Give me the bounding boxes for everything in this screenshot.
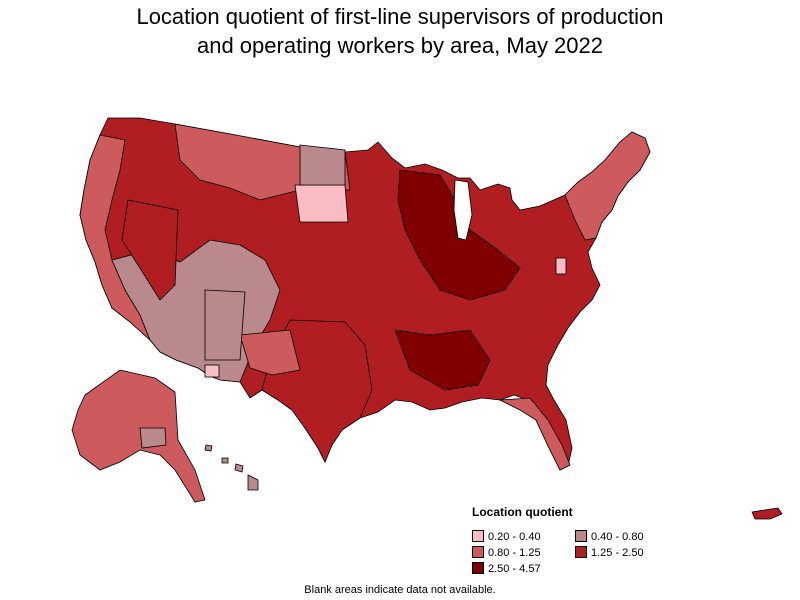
hawaii-oahu — [221, 457, 229, 464]
legend-swatch — [472, 530, 484, 542]
arizona-low-area — [204, 364, 220, 378]
alaska — [71, 369, 206, 503]
legend-swatch — [472, 562, 484, 574]
legend-label: 0.20 - 0.40 — [488, 531, 541, 543]
florida-region — [498, 397, 571, 471]
legend-item-0-40-0-80: 0.40 - 0.80 — [575, 530, 644, 544]
legend-item-1-25-2-50: 1.25 - 2.50 — [575, 546, 644, 560]
hawaii — [204, 444, 259, 491]
northeast-region — [564, 131, 651, 241]
hawaii-kauai — [204, 444, 213, 452]
alaska-outline — [71, 369, 206, 503]
legend-label: 2.50 - 4.57 — [488, 563, 541, 575]
legend-item-0-20-0-40: 0.20 - 0.40 — [472, 530, 541, 544]
legend-label: 0.40 - 0.80 — [591, 531, 644, 543]
dakota-low-region — [294, 184, 349, 223]
legend-swatch — [575, 530, 587, 542]
lake-michigan — [453, 179, 473, 241]
map-title: Location quotient of first-line supervis… — [0, 2, 800, 60]
alaska-low-area — [139, 427, 167, 449]
hawaii-big-island — [247, 474, 259, 491]
legend-label: 0.80 - 1.25 — [488, 547, 541, 559]
puerto-rico-outline — [751, 507, 783, 520]
title-line-1: Location quotient of first-line supervis… — [136, 4, 664, 29]
legend-item-2-50-4-57: 2.50 - 4.57 — [472, 562, 541, 576]
new-mexico-region — [204, 289, 246, 361]
deep-south-region — [394, 329, 491, 391]
footnote: Blank areas indicate data not available. — [304, 584, 496, 596]
nevada-region — [121, 199, 179, 301]
legend-title: Location quotient — [472, 505, 573, 519]
pacific-coast-region — [79, 134, 151, 341]
virginia-low-area — [555, 257, 567, 275]
hawaii-maui — [234, 463, 244, 473]
title-line-2: and operating workers by area, May 2022 — [196, 33, 603, 58]
puerto-rico — [751, 507, 783, 520]
contiguous-us — [79, 117, 651, 471]
legend-item-0-80-1-25: 0.80 - 1.25 — [472, 546, 541, 560]
north-dakota-region — [299, 144, 346, 186]
legend-swatch — [575, 546, 587, 558]
legend-label: 1.25 - 2.50 — [591, 547, 644, 559]
west-texas-region — [239, 329, 301, 376]
legend-swatch — [472, 546, 484, 558]
